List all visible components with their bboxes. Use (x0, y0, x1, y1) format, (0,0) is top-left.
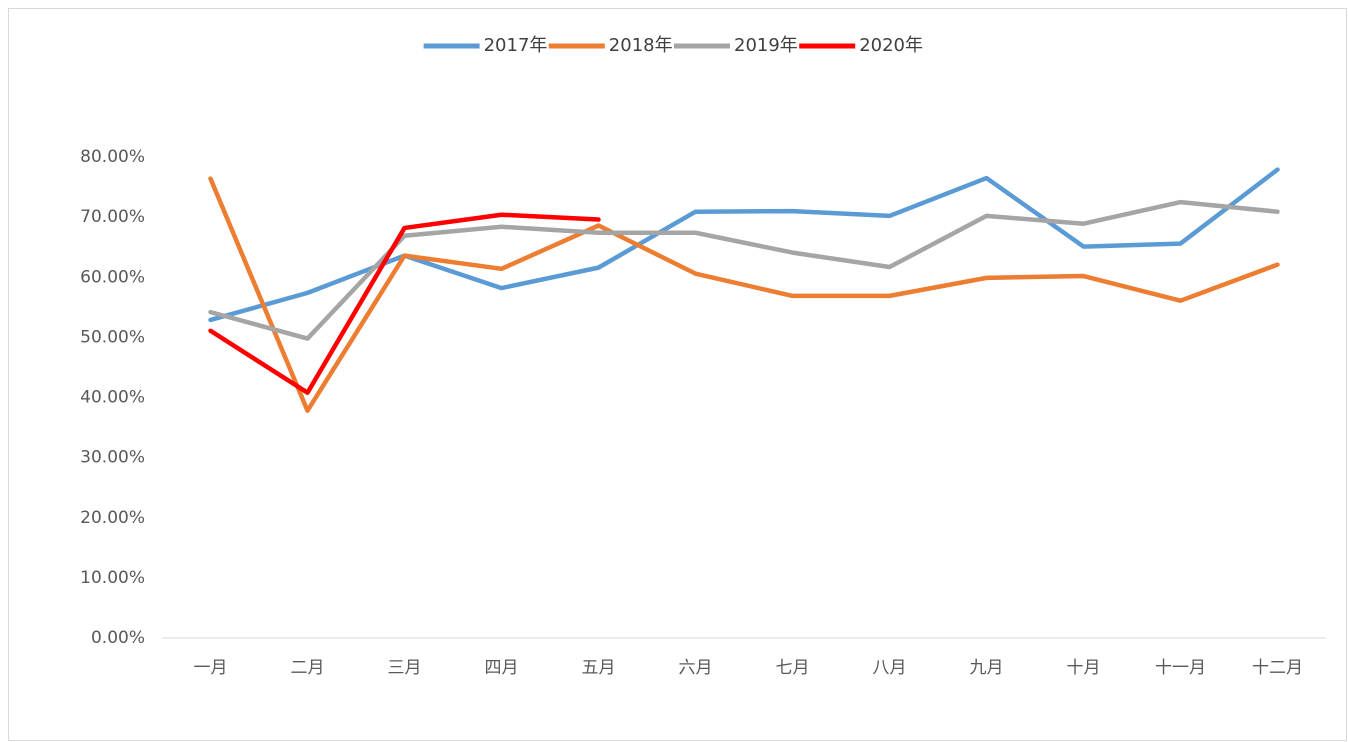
series-line (208, 212, 601, 395)
legend-label: 2019年 (734, 35, 798, 56)
y-tick-label: 10.00% (80, 568, 145, 588)
y-tick-label: 20.00% (80, 508, 145, 528)
legend: 2017年 2018年 2019年 2020年 (423, 35, 923, 56)
x-tick-label: 七月 (776, 658, 810, 678)
legend-label: 2017年 (484, 35, 548, 56)
legend-label: 2020年 (859, 35, 923, 56)
x-tick-label: 十月 (1067, 658, 1101, 678)
chart-border (8, 8, 1347, 741)
y-tick-label: 30.00% (80, 448, 145, 468)
x-tick-label: 十一月 (1155, 658, 1206, 678)
series-line (208, 167, 1280, 323)
y-tick-label: 0.00% (91, 628, 145, 648)
y-tick-label: 50.00% (80, 327, 145, 347)
x-tick-label: 五月 (582, 658, 616, 678)
y-tick-label: 80.00% (80, 147, 145, 167)
x-tick-label: 四月 (485, 658, 519, 678)
x-tick-label: 九月 (970, 658, 1004, 678)
series-line (208, 176, 1280, 413)
x-tick-label: 八月 (873, 658, 907, 678)
y-tick-label: 40.00% (80, 388, 145, 408)
x-tick-label: 十二月 (1252, 658, 1303, 678)
x-tick-label: 一月 (194, 658, 228, 678)
x-tick-label: 六月 (679, 658, 713, 678)
y-tick-label: 60.00% (80, 267, 145, 287)
y-tick-label: 70.00% (80, 207, 145, 227)
x-tick-label: 二月 (291, 658, 325, 678)
x-tick-label: 三月 (388, 658, 422, 678)
legend-label: 2018年 (609, 35, 673, 56)
